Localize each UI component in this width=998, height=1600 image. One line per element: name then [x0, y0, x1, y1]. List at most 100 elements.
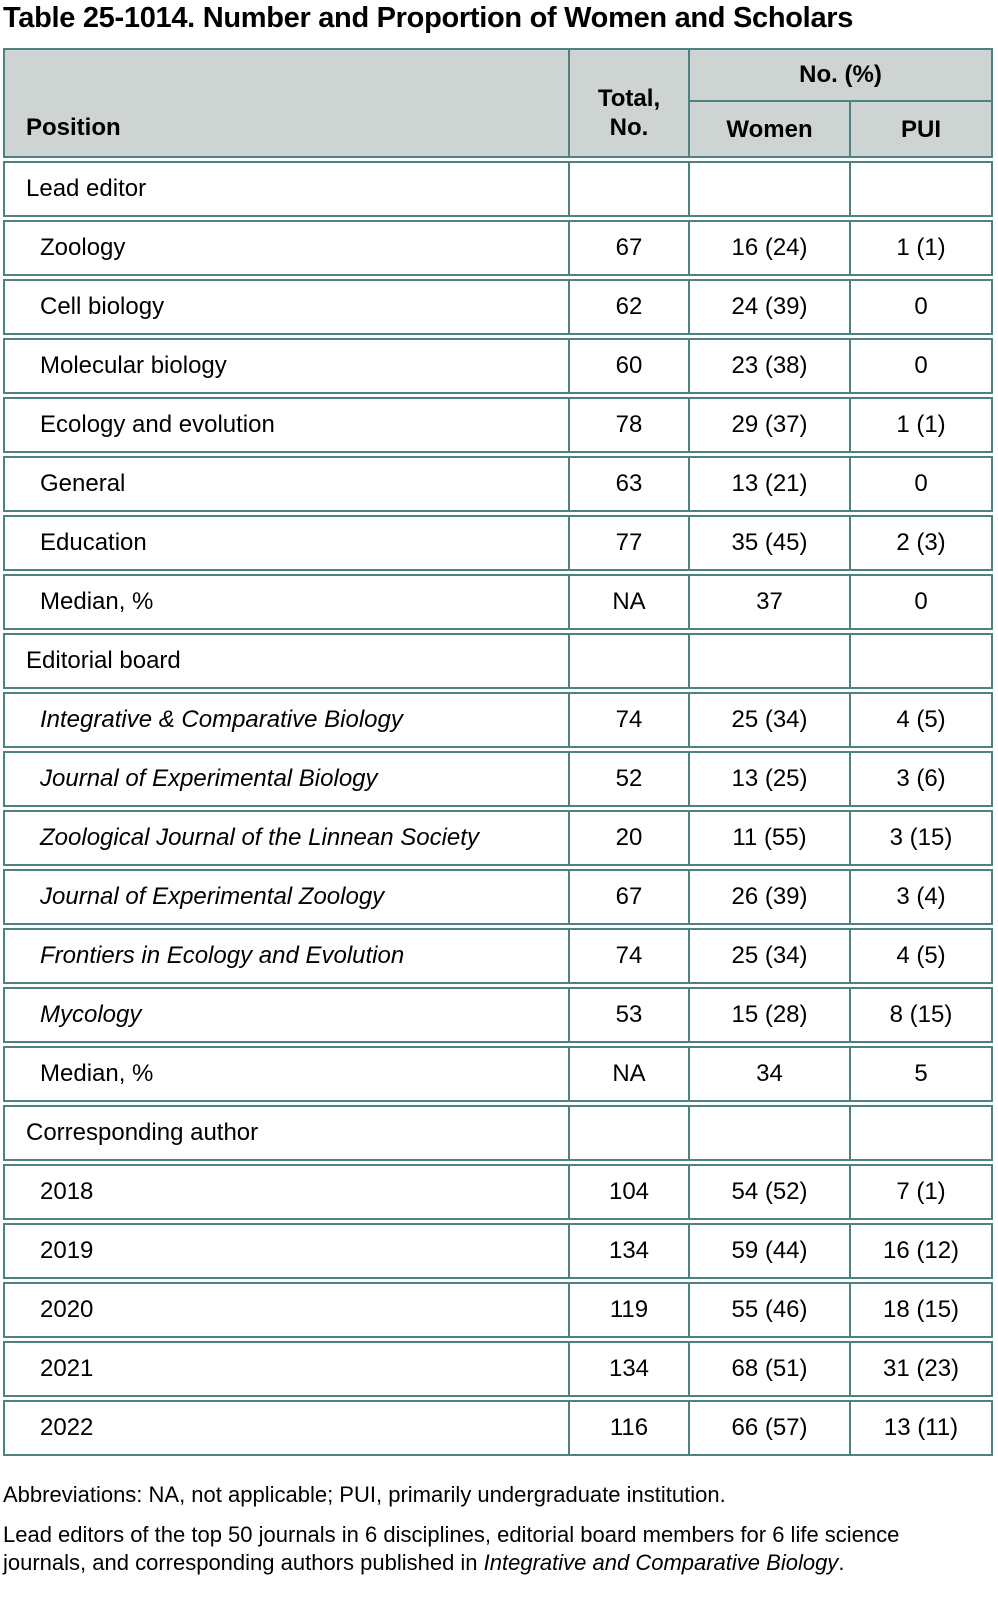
women-cell: 66 (57)	[690, 1399, 851, 1456]
table-header: Position Total, No. No. (%) Women PUI	[3, 47, 994, 158]
pui-cell: 4 (5)	[851, 691, 994, 748]
table-row: Journal of Experimental Zoology 67 26 (3…	[3, 868, 994, 925]
position-cell: 2022	[3, 1399, 570, 1456]
total-cell: 20	[570, 809, 690, 866]
total-cell: 77	[570, 514, 690, 571]
footnotes: Abbreviations: NA, not applicable; PUI, …	[3, 1481, 998, 1577]
women-cell: 59 (44)	[690, 1222, 851, 1279]
pui-cell: 7 (1)	[851, 1163, 994, 1220]
column-header-no-pct: No. (%)	[690, 50, 992, 102]
position-cell: 2019	[3, 1222, 570, 1279]
group-header-wrap: No. (%) Women PUI	[690, 50, 992, 156]
position-cell: Journal of Experimental Biology	[3, 750, 570, 807]
women-cell	[690, 160, 851, 217]
pui-cell: 0	[851, 278, 994, 335]
position-cell: 2020	[3, 1281, 570, 1338]
position-cell: Median, %	[3, 573, 570, 630]
women-cell: 34	[690, 1045, 851, 1102]
table-row: Education 77 35 (45) 2 (3)	[3, 514, 994, 571]
position-cell: Molecular biology	[3, 337, 570, 394]
total-cell: NA	[570, 1045, 690, 1102]
table-row: Journal of Experimental Biology 52 13 (2…	[3, 750, 994, 807]
table-row: Zoology 67 16 (24) 1 (1)	[3, 219, 994, 276]
table-row: Ecology and evolution 78 29 (37) 1 (1)	[3, 396, 994, 453]
table-row: Cell biology 62 24 (39) 0	[3, 278, 994, 335]
table-row: General 63 13 (21) 0	[3, 455, 994, 512]
pui-cell: 1 (1)	[851, 219, 994, 276]
women-cell: 15 (28)	[690, 986, 851, 1043]
total-cell	[570, 632, 690, 689]
table-row: 2019 134 59 (44) 16 (12)	[3, 1222, 994, 1279]
source-note-text: Lead editors of the top 50 journals in 6…	[3, 1521, 900, 1575]
column-header-women: Women	[690, 101, 851, 156]
total-cell: 67	[570, 219, 690, 276]
column-header-total: Total, No.	[570, 47, 690, 158]
position-cell: Lead editor	[3, 160, 570, 217]
pui-cell: 31 (23)	[851, 1340, 994, 1397]
column-header-position: Position	[3, 47, 570, 158]
column-header-total-line2: No.	[609, 113, 649, 141]
total-cell: 67	[570, 868, 690, 925]
table-row: Median, % NA 34 5	[3, 1045, 994, 1102]
position-cell: Editorial board	[3, 632, 570, 689]
pui-cell	[851, 1104, 994, 1161]
women-cell: 23 (38)	[690, 337, 851, 394]
pui-cell: 3 (6)	[851, 750, 994, 807]
table-row: 2018 104 54 (52) 7 (1)	[3, 1163, 994, 1220]
source-note: Lead editors of the top 50 journals in 6…	[3, 1521, 933, 1577]
position-cell: Integrative & Comparative Biology	[3, 691, 570, 748]
table-row: 2021 134 68 (51) 31 (23)	[3, 1340, 994, 1397]
abbreviations-note: Abbreviations: NA, not applicable; PUI, …	[3, 1481, 726, 1507]
table-row: Mycology 53 15 (28) 8 (15)	[3, 986, 994, 1043]
table-row: Integrative & Comparative Biology 74 25 …	[3, 691, 994, 748]
position-cell: Corresponding author	[3, 1104, 570, 1161]
total-cell: 134	[570, 1222, 690, 1279]
position-cell: Median, %	[3, 1045, 570, 1102]
column-header-pui: PUI	[901, 115, 942, 143]
group-subheaders: Women PUI	[690, 101, 991, 156]
total-cell: 62	[570, 278, 690, 335]
pui-cell: 0	[851, 455, 994, 512]
pui-cell: 3 (4)	[851, 868, 994, 925]
column-header-group: No. (%) Women PUI	[690, 47, 994, 158]
women-cell: 26 (39)	[690, 868, 851, 925]
source-note-journal: Integrative and Comparative Biology	[483, 1549, 839, 1575]
position-cell: 2021	[3, 1340, 570, 1397]
position-cell: Zoology	[3, 219, 570, 276]
table-row: Median, % NA 37 0	[3, 573, 994, 630]
table-row: Zoological Journal of the Linnean Societ…	[3, 809, 994, 866]
table-row: Lead editor	[3, 160, 994, 217]
women-cell	[690, 1104, 851, 1161]
pui-cell: 2 (3)	[851, 514, 994, 571]
total-cell: 74	[570, 927, 690, 984]
women-cell: 13 (21)	[690, 455, 851, 512]
position-cell: Cell biology	[3, 278, 570, 335]
data-table: Position Total, No. No. (%) Women PUI	[3, 45, 994, 1459]
women-cell: 25 (34)	[690, 927, 851, 984]
women-cell: 29 (37)	[690, 396, 851, 453]
pui-cell: 1 (1)	[851, 396, 994, 453]
pui-cell: 5	[851, 1045, 994, 1102]
pui-cell	[851, 632, 994, 689]
position-cell: Ecology and evolution	[3, 396, 570, 453]
pui-cell	[851, 160, 994, 217]
pui-cell: 3 (15)	[851, 809, 994, 866]
total-cell	[570, 1104, 690, 1161]
total-cell: 60	[570, 337, 690, 394]
pui-cell: 16 (12)	[851, 1222, 994, 1279]
women-cell: 68 (51)	[690, 1340, 851, 1397]
total-cell: 119	[570, 1281, 690, 1338]
position-cell: Education	[3, 514, 570, 571]
table-row: Editorial board	[3, 632, 994, 689]
women-cell: 11 (55)	[690, 809, 851, 866]
position-cell: Journal of Experimental Zoology	[3, 868, 570, 925]
table-body: Lead editor Zoology 67 16 (24) 1 (1) Cel…	[3, 160, 994, 1456]
column-header-total-line1: Total,	[597, 85, 661, 113]
position-cell: Mycology	[3, 986, 570, 1043]
pui-cell: 0	[851, 337, 994, 394]
women-cell: 13 (25)	[690, 750, 851, 807]
table-row: Corresponding author	[3, 1104, 994, 1161]
table-row: Frontiers in Ecology and Evolution 74 25…	[3, 927, 994, 984]
table-row: 2022 116 66 (57) 13 (11)	[3, 1399, 994, 1456]
table-row: Molecular biology 60 23 (38) 0	[3, 337, 994, 394]
